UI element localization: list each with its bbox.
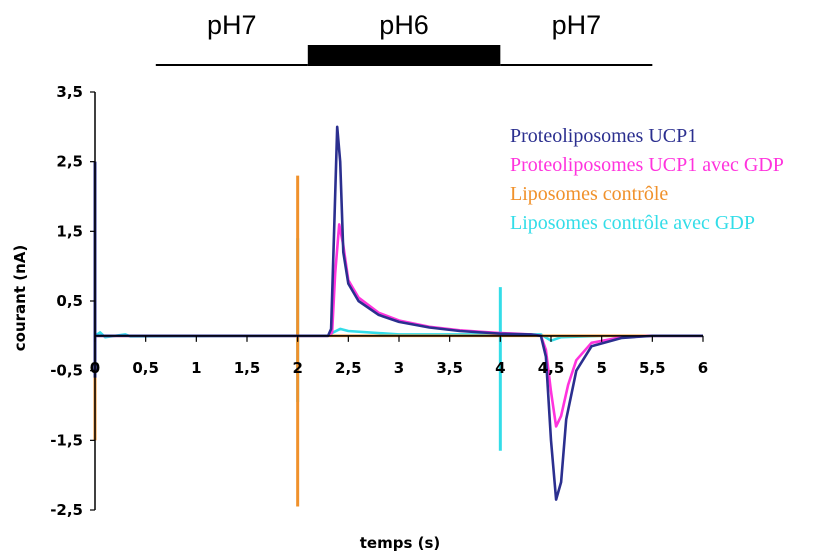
legend-entry: Proteoliposomes UCP1 avec GDP (510, 154, 784, 176)
legend: Proteoliposomes UCP1 Proteoliposomes UCP1… (510, 125, 784, 234)
y-axis-label: courant (nA) (11, 245, 29, 351)
x-tick-label: 1 (191, 359, 201, 377)
ph6-phase-block (307, 45, 501, 66)
x-tick-label: 6 (698, 359, 708, 377)
x-tick-label: 3 (394, 359, 404, 377)
x-tick-label: 3,5 (436, 359, 463, 377)
x-tick-label: 5 (596, 359, 606, 377)
x-tick-label: 2 (292, 359, 302, 377)
x-tick-label: 4,5 (538, 359, 565, 377)
phase-label: pH7 (552, 10, 602, 40)
legend-entry: Proteoliposomes UCP1 (510, 125, 697, 147)
x-tick-label: 2,5 (335, 359, 362, 377)
legend-entry: Liposomes contrôle (510, 183, 668, 205)
y-tick-label: 0,5 (56, 292, 83, 310)
series-line (95, 223, 703, 428)
ph-phase-bar: pH7 pH6 pH7 (155, 10, 653, 66)
x-tick-label: 5,5 (639, 359, 666, 377)
y-tick-label: -2,5 (50, 501, 83, 519)
y-tick-label: 3,5 (56, 83, 83, 101)
x-tick-label: 0 (90, 359, 100, 377)
y-tick-label: -1,5 (50, 431, 83, 449)
y-tick-label: 1,5 (56, 222, 83, 240)
legend-entry: Liposomes contrôle avec GDP (510, 212, 755, 234)
x-axis-label: temps (s) (360, 534, 441, 552)
y-tick-label: -0,5 (50, 362, 83, 380)
phase-label: pH6 (379, 10, 429, 40)
x-tick-label: 1,5 (234, 359, 261, 377)
phase-label: pH7 (207, 10, 257, 40)
axes: 3,5 2,5 1,5 0,5 -0,5 -1,5 -2,5 0 0,5 1 1,5 2 2,5 3 3,5… (50, 83, 708, 519)
series-line (95, 125, 703, 501)
x-tick-label: 4 (495, 359, 505, 377)
y-tick-label: 2,5 (56, 153, 83, 171)
x-tick-label: 0,5 (132, 359, 159, 377)
